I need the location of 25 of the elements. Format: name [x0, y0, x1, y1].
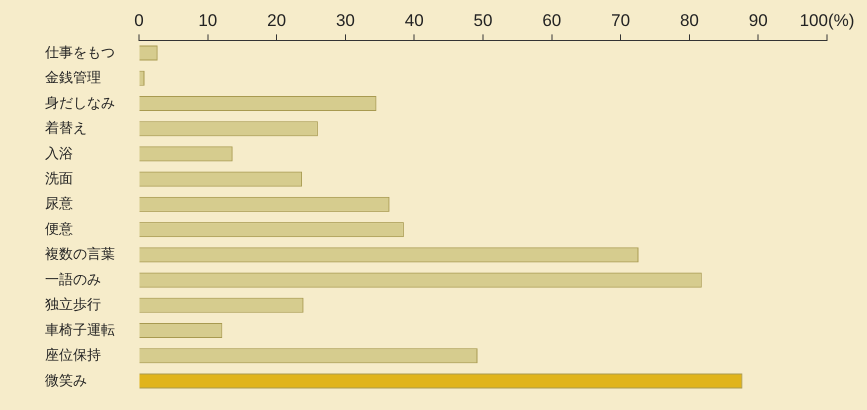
y-tick-label: 入浴	[45, 144, 73, 161]
y-tick-label: 座位保持	[45, 346, 101, 363]
y-tick-label: 洗面	[45, 170, 73, 186]
y-tick-label: 車椅子運転	[45, 321, 115, 338]
x-tick-label: 60	[542, 10, 562, 30]
y-tick-label: 便意	[45, 220, 73, 236]
x-tick-label: 40	[404, 10, 424, 30]
x-tick-label: 20	[267, 10, 286, 30]
y-tick-label: 仕事をもつ	[44, 44, 115, 60]
y-tick-label: 複数の言葉	[45, 246, 115, 262]
x-tick-label: 70	[611, 10, 630, 30]
y-tick-label: 金銭管理	[45, 69, 101, 86]
x-tick-label: 10	[198, 10, 218, 30]
y-tick-label: 身だしなみ	[45, 94, 115, 110]
x-tick-label: 90	[748, 10, 768, 30]
x-tick-label: 0	[134, 10, 144, 30]
x-tick-label: 30	[336, 10, 355, 30]
y-tick-label: 微笑み	[45, 372, 87, 388]
y-tick-label: 独立歩行	[45, 296, 101, 312]
y-tick-label: 着替え	[45, 120, 87, 136]
y-tick-label: 一語のみ	[45, 270, 101, 287]
x-tick-label: 100(%)	[800, 10, 854, 30]
x-tick-label: 80	[680, 10, 699, 30]
y-tick-label: 尿意	[45, 195, 73, 212]
x-tick-label: 50	[474, 10, 492, 30]
